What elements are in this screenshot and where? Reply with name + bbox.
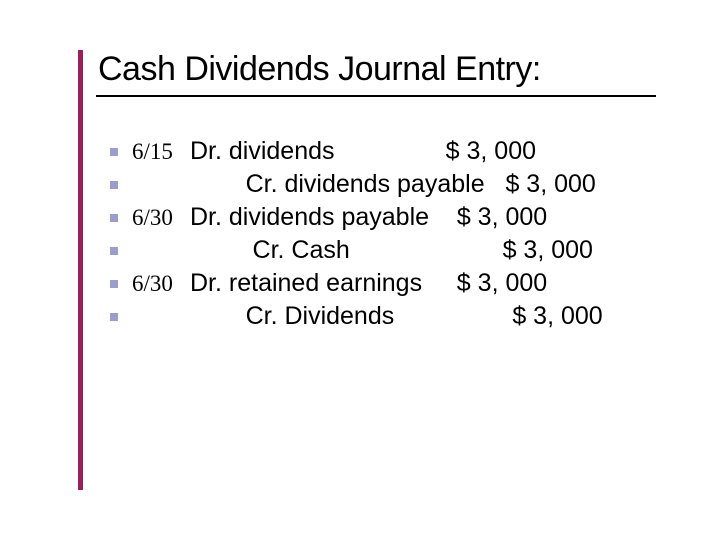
entry-date: 6/30 (132, 205, 190, 231)
entry-line: Cr. Dividends $ 3, 000 (110, 302, 660, 331)
slide: Cash Dividends Journal Entry: 6/15 Dr. d… (0, 0, 720, 540)
entry-text: Dr. retained earnings $ 3, 000 (190, 269, 652, 298)
entry-date: 6/15 (132, 139, 190, 165)
journal-entries: 6/15 Dr. dividends $ 3, 000 Cr. dividend… (98, 137, 660, 331)
slide-title: Cash Dividends Journal Entry: (98, 50, 660, 89)
entry-text: Cr. Cash $ 3, 000 (190, 236, 652, 265)
entry-date: 6/30 (132, 271, 190, 297)
entry-text: Cr. Dividends $ 3, 000 (190, 302, 652, 331)
bullet-icon (110, 181, 118, 189)
accent-bar (78, 50, 83, 490)
bullet-icon (110, 280, 118, 288)
bullet-icon (110, 247, 118, 255)
bullet-icon (110, 214, 118, 222)
bullet-icon (110, 313, 118, 321)
entry-line: 6/30 Dr. dividends payable $ 3, 000 (110, 203, 660, 232)
entry-text: Dr. dividends $ 3, 000 (190, 137, 652, 166)
title-underline (96, 95, 656, 97)
entry-text: Cr. dividends payable $ 3, 000 (190, 170, 652, 199)
entry-line: Cr. Cash $ 3, 000 (110, 236, 660, 265)
entry-text: Dr. dividends payable $ 3, 000 (190, 203, 652, 232)
entry-line: 6/30 Dr. retained earnings $ 3, 000 (110, 269, 660, 298)
entry-line: 6/15 Dr. dividends $ 3, 000 (110, 137, 660, 166)
bullet-icon (110, 148, 118, 156)
entry-line: Cr. dividends payable $ 3, 000 (110, 170, 660, 199)
